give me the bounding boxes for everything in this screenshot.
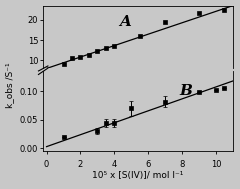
Text: k_obs /S⁻¹: k_obs /S⁻¹ <box>5 62 14 108</box>
Text: B: B <box>180 84 192 98</box>
X-axis label: 10⁵ x [S(IV)]/ mol l⁻¹: 10⁵ x [S(IV)]/ mol l⁻¹ <box>92 171 184 180</box>
Text: A: A <box>119 15 131 29</box>
